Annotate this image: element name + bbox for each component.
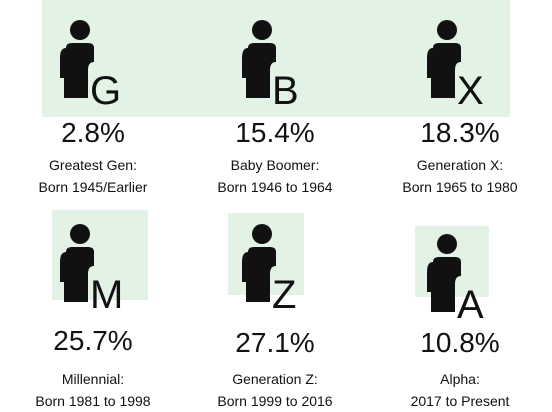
percent: 27.1% [235, 327, 314, 358]
icon-head [70, 224, 90, 244]
birth-range: Born 1946 to 1964 [217, 179, 332, 195]
icon-body [242, 247, 276, 302]
percent: 15.4% [235, 117, 314, 148]
icon-body [427, 257, 461, 312]
generation-icon: X [427, 20, 484, 113]
generation-name: Millennial: [62, 371, 124, 387]
icon-body [60, 43, 94, 98]
icon-head [70, 20, 90, 40]
generation-icon: G [60, 20, 121, 113]
generation-name: Generation X: [417, 157, 503, 173]
birth-range: 2017 to Present [411, 393, 510, 409]
percent: 25.7% [53, 325, 132, 356]
generation-icon: M [60, 224, 123, 317]
birth-range: Born 1981 to 1998 [35, 393, 150, 409]
generation-name: Baby Boomer: [231, 157, 320, 173]
icon-letter: M [90, 273, 123, 317]
birth-range: Born 1965 to 1980 [402, 179, 517, 195]
icon-head [437, 234, 457, 254]
icon-letter: G [90, 69, 121, 113]
percent: 2.8% [61, 117, 125, 148]
generation-icon: A [427, 234, 484, 327]
icon-body [427, 43, 461, 98]
generation-name: Alpha: [440, 371, 480, 387]
icon-letter: X [457, 69, 484, 113]
icon-letter: Z [272, 273, 296, 317]
generation-icon: Z [242, 224, 296, 317]
birth-range: Born 1999 to 2016 [217, 393, 332, 409]
percent: 18.3% [420, 117, 499, 148]
birth-range: Born 1945/Earlier [39, 179, 148, 195]
icon-letter: B [272, 69, 299, 113]
icon-body [60, 247, 94, 302]
icon-letter: A [457, 283, 484, 327]
generation-name: Greatest Gen: [49, 157, 137, 173]
icon-head [252, 20, 272, 40]
percent: 10.8% [420, 327, 499, 358]
generation-name: Generation Z: [232, 371, 318, 387]
generation-icon: B [242, 20, 299, 113]
icon-body [242, 43, 276, 98]
icon-head [252, 224, 272, 244]
icon-head [437, 20, 457, 40]
